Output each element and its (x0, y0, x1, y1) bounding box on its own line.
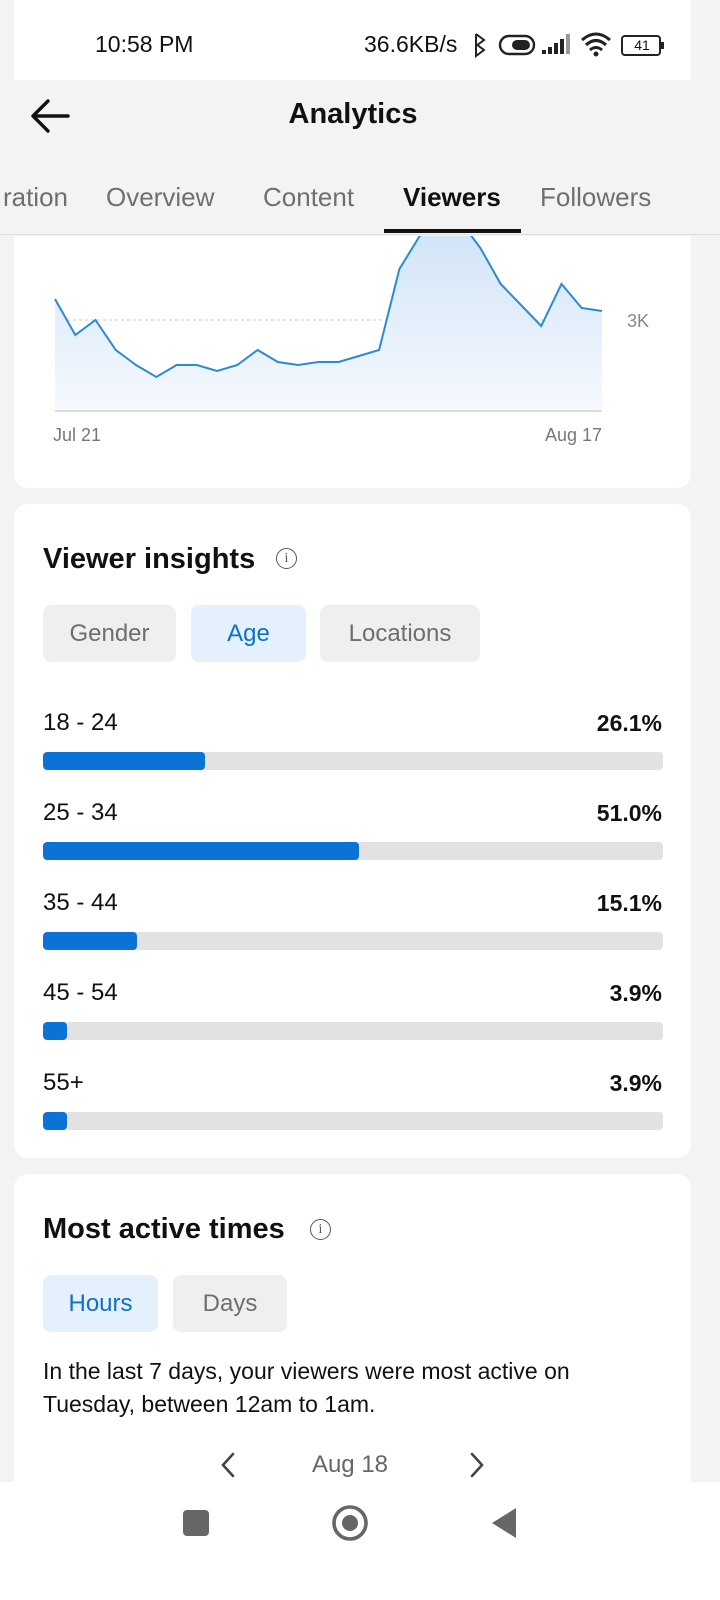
status-time: 10:58 PM (95, 31, 194, 57)
filter-pill-active[interactable]: Age (191, 605, 306, 662)
x-tick-label: Aug 17 (545, 425, 602, 445)
nav-bar (0, 1482, 720, 1600)
x-tick-label: Jul 21 (53, 425, 101, 445)
age-value: 51.0% (596, 800, 662, 826)
y-tick-label: 3K (627, 311, 649, 331)
age-value: 3.9% (609, 980, 662, 1006)
header-bg (0, 80, 720, 236)
status-speed: 36.6KB/s (364, 31, 458, 57)
tab[interactable]: Followers (540, 182, 652, 212)
line (54, 236, 603, 379)
date-label: Aug 18 (311, 1451, 389, 1478)
section-title: Most active times (43, 1213, 285, 1245)
summary-text: In the last 7 days, your viewers were mo… (43, 1358, 570, 1417)
viewer-insights-card (14, 504, 691, 1158)
filter-pill-active[interactable]: Hours (43, 1275, 158, 1332)
age-label: 25 - 34 (43, 799, 118, 826)
home-dot (342, 1515, 358, 1531)
filter-pill[interactable]: Days (173, 1275, 287, 1332)
age-label: 55+ (43, 1069, 84, 1096)
age-value: 3.9% (609, 1070, 662, 1096)
status-icons (475, 32, 664, 58)
nav-buttons (183, 1505, 516, 1541)
age-value: 26.1% (596, 710, 662, 736)
area (55, 236, 602, 410)
bar-track (43, 1112, 663, 1130)
age-label: 18 - 24 (43, 709, 118, 736)
bar (43, 1112, 68, 1130)
info-icon[interactable]: i (310, 1219, 331, 1240)
bar-track (43, 932, 663, 950)
age-label: 45 - 54 (43, 979, 118, 1006)
next-date[interactable] (467, 1450, 487, 1480)
info-icon[interactable]: i (276, 548, 297, 569)
section-title: Viewer insights (43, 543, 256, 575)
page-title: Analytics (288, 98, 418, 130)
filter-pill[interactable]: Locations (320, 605, 480, 662)
tab[interactable]: ration (2, 182, 68, 212)
home-button[interactable] (332, 1505, 368, 1541)
battery-level: 41 (634, 37, 650, 53)
tab-divider (0, 234, 720, 235)
filter-pill[interactable]: Gender (43, 605, 176, 662)
trend-chart: 3K Jul 21 Aug 17 (53, 236, 649, 445)
tab[interactable]: Overview (106, 182, 215, 212)
bar-track (43, 1022, 663, 1040)
bar (43, 752, 205, 770)
back-nav-button[interactable] (492, 1508, 516, 1538)
bar-track (43, 752, 663, 770)
active-times-card (14, 1174, 691, 1514)
tab-indicator (384, 229, 521, 233)
age-label: 35 - 44 (43, 889, 118, 916)
bar-track (43, 842, 663, 860)
bar (43, 1022, 68, 1040)
recents-button[interactable] (183, 1510, 209, 1536)
back-button[interactable] (28, 96, 74, 136)
prev-date[interactable] (218, 1450, 238, 1480)
tab[interactable]: Content (263, 182, 355, 212)
tab-active[interactable]: Viewers (403, 182, 501, 212)
bar (43, 932, 137, 950)
age-value: 15.1% (596, 890, 662, 916)
bar (43, 842, 360, 860)
